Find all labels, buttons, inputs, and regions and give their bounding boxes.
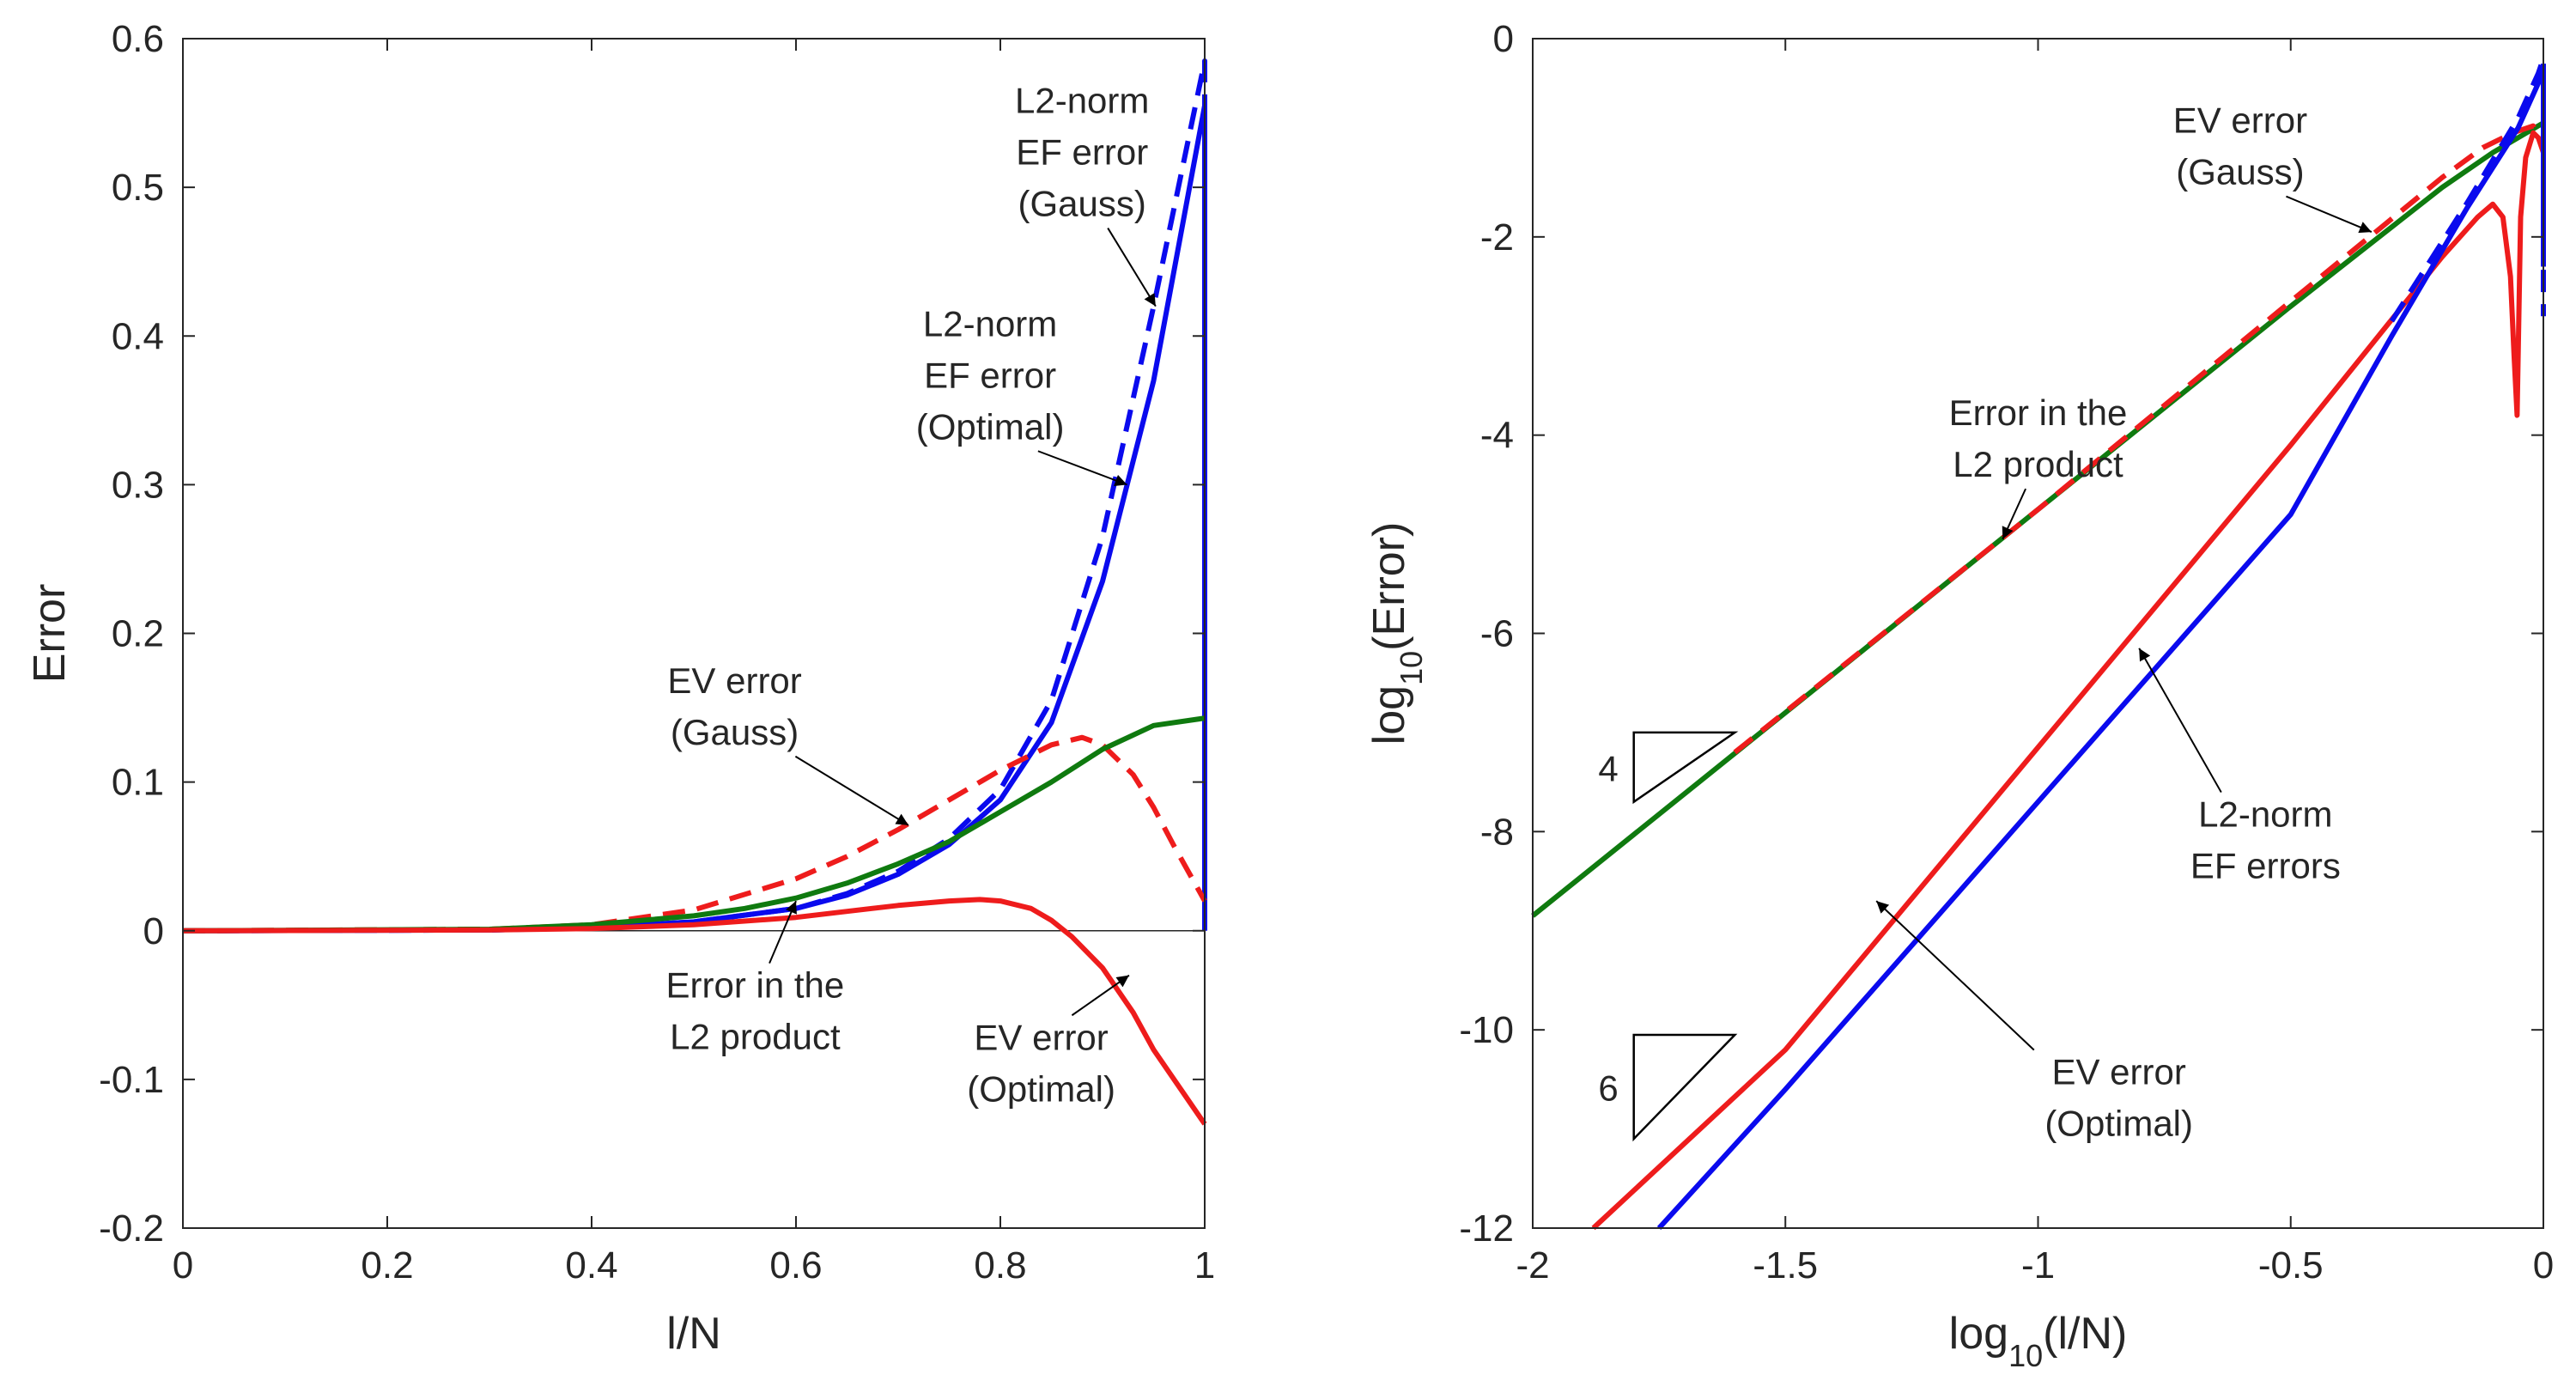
y-tick-label: -4 <box>1480 415 1514 457</box>
x-tick-label: -1 <box>2021 1244 2055 1286</box>
x-tick-label: 1 <box>1194 1244 1215 1286</box>
annotation-ev-error-optimal: EV error (Optimal) <box>2044 1052 2193 1144</box>
annotation-error-in-the-l2-product: Error in the L2 product <box>666 965 845 1057</box>
y-tick-label: -6 <box>1480 613 1514 655</box>
series-ev-error-optimal <box>182 897 1207 1126</box>
annotation-arrow <box>1071 974 1130 1017</box>
y-tick-label: -8 <box>1480 811 1514 853</box>
y-tick-label: 0.4 <box>112 315 164 357</box>
series-error-in-the-l2-product <box>182 715 1206 934</box>
x-tick-label: -2 <box>1516 1244 1549 1286</box>
annotation-arrow <box>2286 195 2372 234</box>
annotation-ev-error-gauss: EV error (Gauss) <box>2173 100 2307 192</box>
slope-triangle <box>1632 1033 1738 1142</box>
plot-area <box>1533 39 2543 1228</box>
annotation-ev-error-gauss: EV error (Gauss) <box>667 660 801 752</box>
x-tick-label: 0.8 <box>974 1244 1026 1286</box>
x-tick-label: -1.5 <box>1753 1244 1818 1286</box>
y-tick-label: -10 <box>1459 1009 1514 1051</box>
x-tick-label: 0.6 <box>769 1244 822 1286</box>
x-tick-label: 0 <box>173 1244 193 1286</box>
y-tick-label: -2 <box>1480 216 1514 259</box>
chart-left-linear: 0 0.2 0.4 0.6 0.8 1 -0.2 -0.1 0 0.1 0.2 0.3 0.4 0.5 0.… <box>25 18 1215 1359</box>
series-l2-norm-ef-error-optimal <box>1656 65 2546 1231</box>
annotation-arrow <box>2002 488 2026 540</box>
annotation-arrow <box>1037 450 1127 486</box>
y-tick-label: 0.1 <box>112 762 164 804</box>
series-ev-error-optimal <box>1591 130 2546 1231</box>
x-tick-label: 0.4 <box>565 1244 617 1286</box>
y-tick-label: 0.6 <box>112 18 164 60</box>
series-error-in-the-l2-product <box>1531 120 2545 918</box>
x-tick-label: 0.2 <box>361 1244 413 1286</box>
series-ev-error-gauss-dashed <box>1733 123 2546 755</box>
annotation-arrow <box>2138 648 2222 794</box>
annotation-arrow <box>1107 228 1157 307</box>
chart-right-loglog: -2 -1.5 -1 -0.5 0 -12 -10 -8 -6 -4 -2 0 log10(l/N) lo… <box>1364 18 2554 1373</box>
y-tick-label: 0 <box>1493 18 1514 60</box>
y-axis-label: log10(Error) <box>1364 522 1429 745</box>
y-tick-label: -0.1 <box>99 1059 164 1101</box>
x-axis-label: log10(l/N) <box>1949 1309 2128 1373</box>
annotation-l2-norm-ef-error-optimal: L2-norm EF error (Optimal) <box>916 303 1065 447</box>
y-tick-label: -12 <box>1459 1207 1514 1250</box>
x-tick-label: 0 <box>2533 1244 2554 1286</box>
annotation-arrow <box>769 900 797 964</box>
y-tick-label: -0.2 <box>99 1207 164 1250</box>
annotation-arrow <box>1875 900 2035 1051</box>
y-tick-label: 0.2 <box>112 613 164 655</box>
y-tick-label: 0 <box>143 910 164 952</box>
slope-triangle <box>1632 731 1739 805</box>
slope-triangle-label: 4 <box>1598 748 1618 788</box>
x-axis-label: l/N <box>666 1309 721 1359</box>
annotation-l2-norm-ef-error-gauss: L2-norm EF error (Gauss) <box>1015 81 1149 224</box>
y-tick-label: 0.5 <box>112 167 164 209</box>
annotation-ev-error-optimal: EV error (Optimal) <box>967 1017 1115 1109</box>
slope-triangle-label: 6 <box>1598 1068 1618 1109</box>
annotation-l2-norm-ef-errors: L2-norm EF errors <box>2190 794 2341 886</box>
annotation-arrow <box>794 755 909 826</box>
y-tick-label: 0.3 <box>112 464 164 506</box>
plot-area <box>183 39 1205 1228</box>
y-axis-label: Error <box>25 584 75 684</box>
x-tick-label: -0.5 <box>2258 1244 2324 1286</box>
series-ev-error-gauss-dashed <box>182 734 1207 934</box>
annotation-error-in-the-l2-product: Error in the L2 product <box>1949 392 2128 484</box>
